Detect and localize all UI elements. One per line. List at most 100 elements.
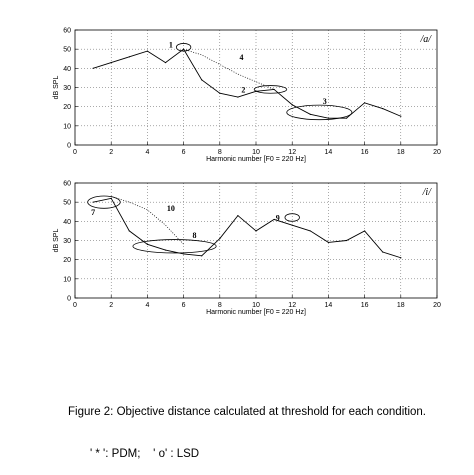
annotation-label: 3 xyxy=(323,97,327,106)
y-tick-label: 10 xyxy=(63,123,71,130)
x-tick-label: 18 xyxy=(397,149,405,156)
data-point xyxy=(291,104,293,106)
data-point xyxy=(327,117,329,119)
y-tick-label: 20 xyxy=(63,104,71,111)
y-tick-label: 30 xyxy=(63,238,71,245)
annotation-label: 4 xyxy=(240,53,244,62)
data-point xyxy=(345,117,348,119)
data-point xyxy=(309,230,311,232)
data-point xyxy=(382,251,384,253)
y-tick-label: 40 xyxy=(63,219,71,226)
x-tick-label: 0 xyxy=(73,149,77,156)
data-point xyxy=(183,253,185,255)
series-line xyxy=(93,197,401,259)
data-point xyxy=(201,255,203,257)
pdm-line xyxy=(183,48,275,90)
vowel-label: /i/ xyxy=(422,187,433,198)
annotation-label: 2 xyxy=(241,85,245,94)
x-axis-label: Harmonic number [F0 = 220 Hz] xyxy=(206,156,306,163)
data-point xyxy=(345,239,348,242)
data-point xyxy=(201,79,203,81)
data-point xyxy=(164,61,167,64)
data-point xyxy=(110,197,112,199)
y-axis-label: dB SPL xyxy=(53,229,60,253)
x-tick-label: 2 xyxy=(109,149,113,156)
data-point xyxy=(400,115,402,117)
y-tick-label: 0 xyxy=(67,296,71,303)
y-tick-label: 20 xyxy=(63,257,71,264)
x-tick-label: 2 xyxy=(109,302,113,309)
x-tick-label: 10 xyxy=(252,302,260,309)
x-tick-label: 10 xyxy=(252,149,260,156)
data-point xyxy=(364,102,366,104)
series-line xyxy=(92,48,401,119)
x-tick-label: 14 xyxy=(325,302,333,309)
y-tick-label: 50 xyxy=(63,47,71,54)
annotation-label: 9 xyxy=(276,214,280,223)
data-point xyxy=(183,48,185,50)
y-tick-label: 60 xyxy=(63,181,71,188)
y-tick-label: 40 xyxy=(63,66,71,73)
x-tick-label: 18 xyxy=(397,302,405,309)
data-point xyxy=(237,96,239,98)
x-axis-label: Harmonic number [F0 = 220 Hz] xyxy=(206,309,306,316)
lsd-ellipse xyxy=(284,213,300,222)
data-point xyxy=(219,237,221,240)
lsd-ellipse xyxy=(286,104,353,121)
x-tick-label: 16 xyxy=(361,302,369,309)
data-point xyxy=(364,230,366,232)
x-tick-label: 12 xyxy=(288,149,296,156)
x-tick-label: 20 xyxy=(433,149,441,156)
y-tick-label: 30 xyxy=(63,85,71,92)
x-tick-label: 16 xyxy=(361,149,369,156)
data-point xyxy=(382,107,384,110)
annotation-label: 10 xyxy=(167,204,175,213)
x-tick-label: 20 xyxy=(433,302,441,309)
x-tick-label: 4 xyxy=(145,149,149,156)
data-point xyxy=(400,257,402,259)
data-point xyxy=(273,218,275,221)
vowel-label: /a/ xyxy=(419,34,432,45)
data-point xyxy=(110,61,112,64)
y-tick-label: 0 xyxy=(67,143,71,150)
data-point xyxy=(237,214,239,217)
data-point xyxy=(327,241,329,244)
data-point xyxy=(92,67,94,69)
x-tick-label: 6 xyxy=(182,302,186,309)
data-point xyxy=(146,50,148,52)
x-tick-label: 8 xyxy=(218,302,222,309)
y-axis-label: dB SPL xyxy=(53,76,60,100)
x-tick-label: 0 xyxy=(73,302,77,309)
y-tick-label: 60 xyxy=(63,28,71,35)
chart-panel-i: 0 2 4 6 8 10 12 14 16 18 20 0 10 20 30 40 50 60 Harmonic n… xyxy=(53,181,441,317)
data-point xyxy=(164,249,167,251)
data-point xyxy=(146,243,148,245)
x-tick-label: 12 xyxy=(288,302,296,309)
figure-caption: Figure 2: Objective distance calculated … xyxy=(68,377,426,475)
lsd-ellipse xyxy=(253,85,288,94)
lsd-ellipse xyxy=(87,195,121,209)
x-tick-label: 14 xyxy=(325,149,333,156)
x-tick-label: 4 xyxy=(145,302,149,309)
data-point xyxy=(273,88,275,91)
data-point xyxy=(255,230,257,232)
data-point xyxy=(309,113,311,115)
data-point xyxy=(128,230,130,232)
annotation-label: 7 xyxy=(91,208,95,217)
pdm-line xyxy=(111,196,184,245)
annotation-label: 8 xyxy=(192,231,196,240)
x-tick-label: 6 xyxy=(182,149,186,156)
y-tick-label: 50 xyxy=(63,200,71,207)
caption-line-1: Figure 2: Objective distance calculated … xyxy=(68,406,426,418)
data-point xyxy=(291,224,293,226)
data-point xyxy=(92,201,94,203)
caption-line-2: ' * ': PDM; ' o' : LSD xyxy=(90,448,200,460)
annotation-label: 1 xyxy=(169,40,173,49)
lsd-ellipse xyxy=(175,43,192,52)
lsd-ellipse xyxy=(132,239,217,254)
x-tick-label: 8 xyxy=(218,149,222,156)
data-point xyxy=(128,56,130,58)
data-point xyxy=(219,92,221,94)
